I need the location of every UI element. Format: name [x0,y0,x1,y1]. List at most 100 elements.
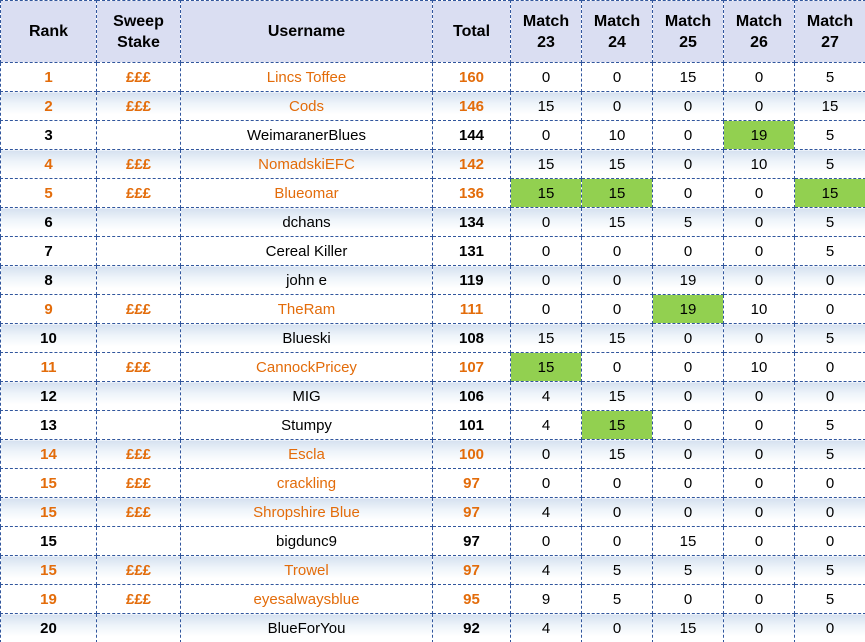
rank-cell[interactable]: 5 [0,178,97,208]
match-score-cell[interactable]: 15 [652,613,724,642]
match-score-cell[interactable]: 15 [794,91,865,121]
match-score-cell[interactable]: 5 [794,439,865,469]
match-score-cell[interactable]: 19 [652,294,724,324]
rank-cell[interactable]: 15 [0,555,97,585]
rank-cell[interactable]: 2 [0,91,97,121]
match-score-cell[interactable]: 15 [652,62,724,92]
stake-cell[interactable]: £££ [96,62,181,92]
stake-cell[interactable]: £££ [96,149,181,179]
match-score-cell[interactable]: 4 [510,381,582,411]
match-score-cell[interactable]: 0 [794,352,865,382]
match-score-cell[interactable]: 15 [581,439,653,469]
username-cell[interactable]: bigdunc9 [180,526,433,556]
match-score-cell[interactable]: 0 [510,294,582,324]
rank-cell[interactable]: 9 [0,294,97,324]
match-score-cell[interactable]: 0 [652,468,724,498]
match-score-cell[interactable]: 5 [794,584,865,614]
rank-cell[interactable]: 20 [0,613,97,642]
username-cell[interactable]: WeimaranerBlues [180,120,433,150]
username-cell[interactable]: Stumpy [180,410,433,440]
username-cell[interactable]: NomadskiEFC [180,149,433,179]
match-score-cell[interactable]: 0 [510,236,582,266]
stake-cell[interactable] [96,323,181,353]
total-cell[interactable]: 142 [432,149,511,179]
total-cell[interactable]: 108 [432,323,511,353]
match-score-cell[interactable]: 0 [652,381,724,411]
match-score-cell[interactable]: 0 [794,497,865,527]
match-score-cell[interactable]: 5 [581,555,653,585]
rank-cell[interactable]: 8 [0,265,97,295]
total-cell[interactable]: 107 [432,352,511,382]
match-score-cell[interactable]: 0 [723,439,795,469]
match-score-cell[interactable]: 0 [581,352,653,382]
total-cell[interactable]: 101 [432,410,511,440]
match-score-cell[interactable]: 0 [510,265,582,295]
username-cell[interactable]: Shropshire Blue [180,497,433,527]
username-cell[interactable]: dchans [180,207,433,237]
username-cell[interactable]: Blueski [180,323,433,353]
total-cell[interactable]: 119 [432,265,511,295]
stake-cell[interactable] [96,381,181,411]
match-score-cell[interactable]: 5 [794,555,865,585]
match-score-cell[interactable]: 10 [723,294,795,324]
column-header-match-24[interactable]: Match 24 [581,0,653,63]
username-cell[interactable]: Escla [180,439,433,469]
match-score-cell[interactable]: 19 [723,120,795,150]
match-score-cell[interactable]: 5 [794,149,865,179]
match-score-cell[interactable]: 0 [723,236,795,266]
match-score-cell[interactable]: 0 [652,439,724,469]
stake-cell[interactable] [96,120,181,150]
match-score-cell[interactable]: 0 [652,120,724,150]
username-cell[interactable]: BlueForYou [180,613,433,642]
rank-cell[interactable]: 1 [0,62,97,92]
username-cell[interactable]: Cereal Killer [180,236,433,266]
match-score-cell[interactable]: 0 [723,526,795,556]
stake-cell[interactable]: £££ [96,468,181,498]
match-score-cell[interactable]: 15 [581,323,653,353]
match-score-cell[interactable]: 0 [581,265,653,295]
match-score-cell[interactable]: 0 [652,584,724,614]
match-score-cell[interactable]: 15 [794,178,865,208]
total-cell[interactable]: 97 [432,555,511,585]
match-score-cell[interactable]: 0 [794,613,865,642]
match-score-cell[interactable]: 4 [510,555,582,585]
match-score-cell[interactable]: 0 [652,410,724,440]
match-score-cell[interactable]: 0 [652,178,724,208]
match-score-cell[interactable]: 0 [510,468,582,498]
username-cell[interactable]: john e [180,265,433,295]
match-score-cell[interactable]: 0 [510,207,582,237]
match-score-cell[interactable]: 15 [581,410,653,440]
total-cell[interactable]: 160 [432,62,511,92]
stake-cell[interactable] [96,207,181,237]
match-score-cell[interactable]: 0 [510,439,582,469]
match-score-cell[interactable]: 0 [652,323,724,353]
match-score-cell[interactable]: 0 [723,613,795,642]
total-cell[interactable]: 134 [432,207,511,237]
stake-cell[interactable]: £££ [96,178,181,208]
stake-cell[interactable]: £££ [96,584,181,614]
total-cell[interactable]: 146 [432,91,511,121]
match-score-cell[interactable]: 0 [581,62,653,92]
match-score-cell[interactable]: 0 [794,526,865,556]
rank-cell[interactable]: 19 [0,584,97,614]
match-score-cell[interactable]: 5 [652,207,724,237]
match-score-cell[interactable]: 10 [723,352,795,382]
total-cell[interactable]: 111 [432,294,511,324]
rank-cell[interactable]: 6 [0,207,97,237]
match-score-cell[interactable]: 5 [652,555,724,585]
match-score-cell[interactable]: 0 [794,265,865,295]
rank-cell[interactable]: 14 [0,439,97,469]
match-score-cell[interactable]: 9 [510,584,582,614]
column-header-total[interactable]: Total [432,0,511,63]
rank-cell[interactable]: 13 [0,410,97,440]
match-score-cell[interactable]: 0 [652,91,724,121]
username-cell[interactable]: eyesalwaysblue [180,584,433,614]
stake-cell[interactable] [96,613,181,642]
match-score-cell[interactable]: 5 [794,120,865,150]
total-cell[interactable]: 95 [432,584,511,614]
match-score-cell[interactable]: 0 [723,91,795,121]
match-score-cell[interactable]: 4 [510,410,582,440]
match-score-cell[interactable]: 4 [510,613,582,642]
match-score-cell[interactable]: 0 [723,207,795,237]
rank-cell[interactable]: 12 [0,381,97,411]
